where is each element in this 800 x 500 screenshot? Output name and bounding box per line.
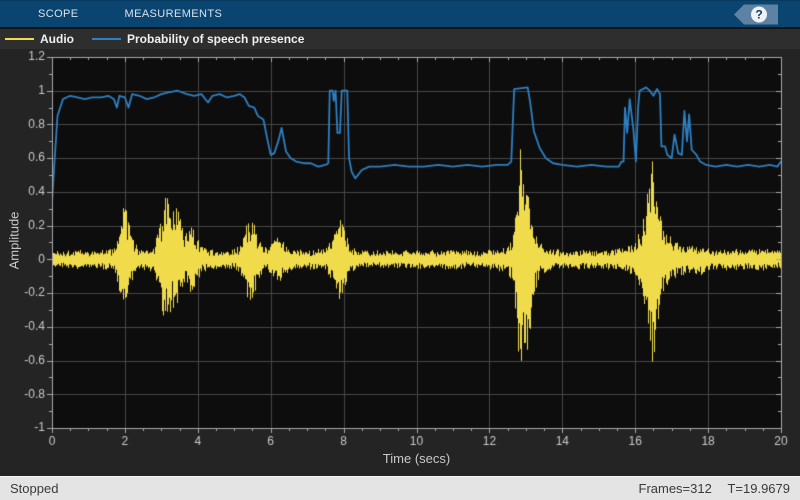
help-icon-circle [751, 6, 767, 23]
scope-figure: Amplitude Time (secs) [0, 49, 800, 476]
help-button[interactable]: ? [734, 4, 778, 25]
legend-label-audio: Audio [40, 32, 74, 46]
x-axis-label: Time (secs) [382, 451, 451, 466]
status-state: Stopped [10, 481, 59, 496]
y-axis-label: Amplitude [6, 211, 22, 270]
tab-scope[interactable]: SCOPE [38, 8, 79, 20]
question-mark-icon: ? [755, 8, 762, 22]
scope-plot[interactable] [0, 49, 800, 476]
legend-label-probability: Probability of speech presence [127, 32, 305, 46]
toolstrip: SCOPE MEASUREMENTS ? [0, 0, 800, 27]
legend-item-audio[interactable]: Audio [5, 32, 74, 46]
status-counters: Frames=312 T=19.9679 [627, 481, 791, 496]
probability-line-swatch [92, 38, 121, 40]
tab-measurements[interactable]: MEASUREMENTS [124, 8, 223, 20]
status-bar: Stopped Frames=312 T=19.9679 [0, 476, 800, 500]
frames-counter: Frames=312 [638, 481, 712, 496]
legend-item-probability[interactable]: Probability of speech presence [92, 32, 304, 46]
legend-bar: Audio Probability of speech presence [0, 27, 800, 49]
audio-line-swatch [5, 38, 34, 40]
time-counter: T=19.9679 [727, 481, 790, 496]
